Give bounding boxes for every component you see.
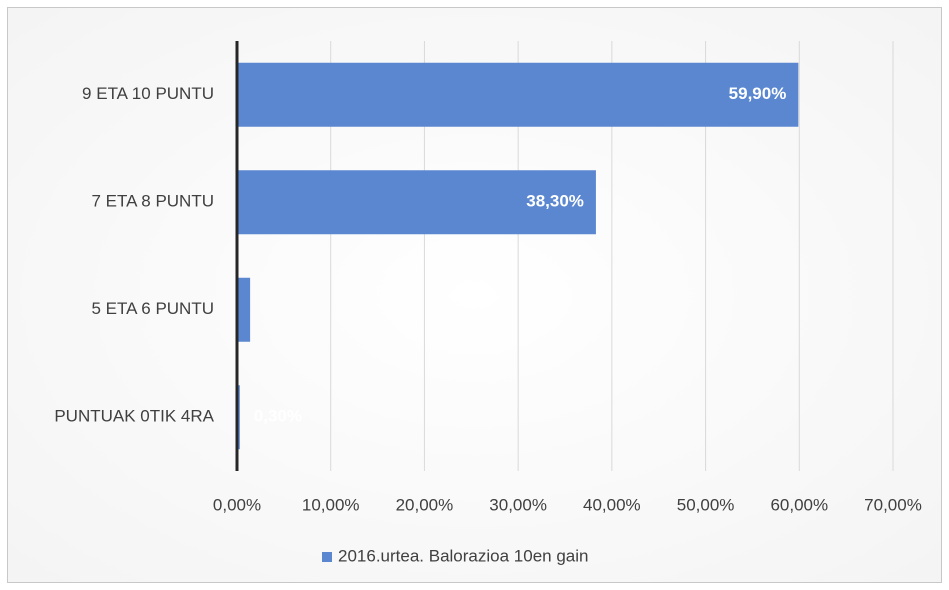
x-tick-label: 0,00% bbox=[213, 495, 261, 514]
x-tick-label: 50,00% bbox=[677, 495, 735, 514]
x-tick-label: 60,00% bbox=[770, 495, 828, 514]
legend-label: 2016.urtea. Balorazioa 10en gain bbox=[338, 546, 588, 565]
x-tick-label: 40,00% bbox=[583, 495, 641, 514]
bar bbox=[237, 62, 799, 127]
data-label: 59,90% bbox=[729, 84, 787, 103]
legend-swatch bbox=[322, 552, 332, 562]
y-tick-label: PUNTUAK 0TIK 4RA bbox=[54, 407, 214, 426]
y-tick-label: 7 ETA 8 PUNTU bbox=[92, 192, 215, 211]
data-label: 38,30% bbox=[526, 192, 584, 211]
bar bbox=[237, 277, 251, 342]
y-tick-label: 5 ETA 6 PUNTU bbox=[92, 299, 215, 318]
x-tick-label: 20,00% bbox=[396, 495, 454, 514]
data-label: 0,30% bbox=[254, 407, 302, 426]
y-tick-label: 9 ETA 10 PUNTU bbox=[82, 84, 214, 103]
x-tick-label: 10,00% bbox=[302, 495, 360, 514]
x-tick-label: 30,00% bbox=[489, 495, 547, 514]
bar bbox=[237, 170, 596, 235]
x-tick-label: 70,00% bbox=[864, 495, 922, 514]
